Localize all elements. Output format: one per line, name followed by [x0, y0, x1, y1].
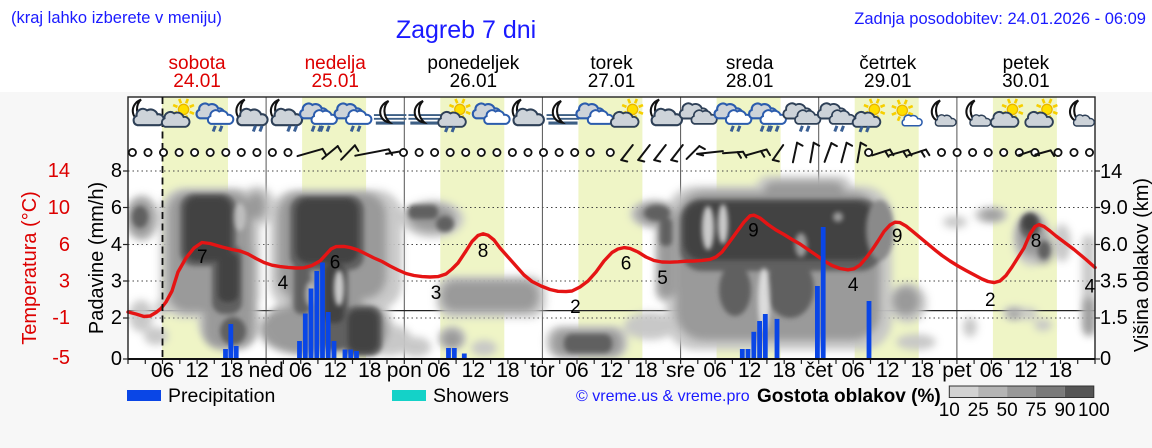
svg-text:sobota: sobota	[169, 53, 226, 74]
svg-text:Padavine (mm/h): Padavine (mm/h)	[86, 182, 108, 334]
svg-text:ponedeljek: ponedeljek	[427, 53, 519, 74]
svg-text:8: 8	[1031, 231, 1042, 252]
svg-text:9: 9	[748, 221, 759, 242]
svg-text:2: 2	[111, 307, 122, 329]
svg-text:8: 8	[111, 160, 122, 182]
svg-text:18: 18	[496, 359, 519, 382]
svg-text:© vreme.us & vreme.pro: © vreme.us & vreme.pro	[576, 388, 750, 405]
svg-text:4: 4	[1085, 277, 1096, 298]
svg-text:18: 18	[1049, 359, 1072, 382]
svg-text:8: 8	[478, 241, 489, 262]
svg-text:50: 50	[997, 400, 1018, 421]
svg-text:9: 9	[892, 226, 903, 247]
svg-text:0: 0	[111, 348, 122, 370]
svg-text:06: 06	[151, 359, 174, 382]
svg-text:06: 06	[703, 359, 726, 382]
svg-text:14: 14	[48, 160, 70, 182]
svg-text:Višina oblakov (km): Višina oblakov (km)	[1131, 178, 1152, 352]
svg-text:4: 4	[111, 234, 122, 256]
svg-text:3: 3	[111, 271, 122, 293]
svg-text:nedelja: nedelja	[305, 53, 367, 74]
svg-text:(kraj lahko izberete v meniju): (kraj lahko izberete v meniju)	[11, 9, 222, 27]
svg-text:Gostota oblakov (%): Gostota oblakov (%)	[757, 386, 941, 407]
svg-text:6: 6	[59, 234, 70, 256]
svg-text:9.0: 9.0	[1100, 197, 1128, 219]
svg-text:28.01: 28.01	[726, 71, 774, 92]
svg-text:18: 18	[772, 359, 795, 382]
svg-text:6: 6	[621, 254, 632, 275]
svg-text:14: 14	[1100, 161, 1122, 183]
svg-text:-1: -1	[52, 307, 70, 329]
svg-text:sreda: sreda	[726, 53, 774, 74]
svg-text:četrtek: četrtek	[859, 53, 917, 74]
svg-text:12: 12	[738, 359, 761, 382]
svg-text:06: 06	[427, 359, 450, 382]
svg-text:3: 3	[59, 271, 70, 293]
svg-text:4: 4	[278, 273, 289, 294]
svg-text:5: 5	[657, 268, 668, 289]
svg-text:90: 90	[1054, 400, 1075, 421]
svg-text:12: 12	[1014, 359, 1037, 382]
svg-text:3.5: 3.5	[1100, 271, 1128, 293]
svg-text:Zadnja posodobitev: 24.01.2026: Zadnja posodobitev: 24.01.2026 - 06:09	[854, 10, 1146, 28]
svg-text:petek: petek	[1003, 53, 1050, 74]
svg-text:0: 0	[1100, 348, 1111, 370]
svg-text:Temperatura (°C): Temperatura (°C)	[19, 191, 41, 345]
svg-text:18: 18	[634, 359, 657, 382]
svg-text:100: 100	[1078, 400, 1110, 421]
svg-text:18: 18	[911, 359, 934, 382]
svg-text:26.01: 26.01	[450, 71, 498, 92]
svg-text:06: 06	[980, 359, 1003, 382]
svg-text:2: 2	[985, 290, 996, 311]
svg-text:06: 06	[289, 359, 312, 382]
svg-text:tor: tor	[530, 359, 555, 382]
svg-text:-5: -5	[52, 347, 70, 369]
svg-text:4: 4	[848, 275, 859, 296]
svg-text:Showers: Showers	[433, 385, 509, 407]
svg-text:1.5: 1.5	[1100, 307, 1128, 329]
svg-text:29.01: 29.01	[864, 71, 912, 92]
svg-text:06: 06	[842, 359, 865, 382]
svg-text:12: 12	[876, 359, 899, 382]
svg-text:6: 6	[330, 253, 341, 274]
svg-text:06: 06	[565, 359, 588, 382]
svg-text:torek: torek	[590, 53, 633, 74]
svg-text:3: 3	[431, 283, 442, 304]
svg-text:sre: sre	[666, 359, 695, 382]
svg-text:čet: čet	[805, 359, 833, 382]
svg-text:6.0: 6.0	[1100, 234, 1128, 256]
svg-text:24.01: 24.01	[173, 71, 221, 92]
svg-text:Precipitation: Precipitation	[168, 385, 275, 407]
svg-text:12: 12	[600, 359, 623, 382]
svg-text:ned: ned	[249, 359, 284, 382]
svg-text:pon: pon	[387, 359, 422, 382]
svg-text:10: 10	[939, 400, 960, 421]
svg-text:12: 12	[185, 359, 208, 382]
svg-text:75: 75	[1025, 400, 1046, 421]
svg-text:25.01: 25.01	[311, 71, 359, 92]
svg-text:pet: pet	[942, 359, 971, 382]
svg-text:30.01: 30.01	[1002, 71, 1050, 92]
svg-text:25: 25	[968, 400, 989, 421]
svg-text:18: 18	[220, 359, 243, 382]
svg-text:2: 2	[570, 297, 581, 318]
svg-text:27.01: 27.01	[588, 71, 636, 92]
svg-text:10: 10	[48, 197, 70, 219]
svg-text:12: 12	[324, 359, 347, 382]
svg-text:Zagreb 7 dni: Zagreb 7 dni	[396, 16, 536, 44]
svg-text:18: 18	[358, 359, 381, 382]
svg-text:6: 6	[111, 197, 122, 219]
svg-text:12: 12	[462, 359, 485, 382]
svg-text:7: 7	[197, 247, 208, 268]
